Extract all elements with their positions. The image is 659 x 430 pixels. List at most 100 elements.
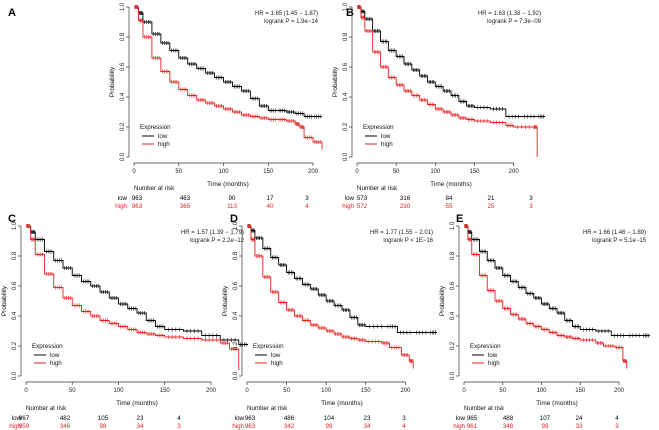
risk-table-title: Number at risk [247, 405, 288, 412]
panel-e: E 0 50 100 150 200 0.0 0.2 0.4 0.6 0.8 1.0 Time (mon… [439, 213, 650, 430]
risk-value: 3 [177, 423, 181, 430]
x-tick-label: 50 [499, 388, 506, 394]
risk-row-label-low: low [118, 195, 128, 202]
y-tick-label: 0.0 [12, 371, 18, 380]
risk-value: 482 [60, 415, 71, 422]
logrank-text: logrank P = 5.1e−15 [592, 238, 647, 244]
legend-label-low: low [488, 352, 498, 359]
risk-value: 98 [542, 423, 549, 430]
x-tick-label: 100 [536, 388, 547, 394]
risk-value: 230 [400, 203, 411, 210]
risk-value: 340 [503, 423, 514, 430]
y-tick-label: 1.0 [233, 221, 239, 230]
y-tick-label: 0.2 [343, 122, 349, 131]
panel-b: B 0 50 100 150 200 0.0 0.2 0.4 0.6 0.8 1.0 Time (mon… [332, 2, 545, 210]
risk-value: 104 [324, 415, 335, 422]
y-tick-label: 0.4 [12, 311, 18, 320]
x-tick-label: 0 [462, 388, 466, 394]
km-curve-high [134, 6, 323, 150]
risk-value: 4 [402, 423, 406, 430]
x-axis-label: Time (months) [430, 181, 472, 188]
y-tick-label: 0.0 [233, 371, 239, 380]
risk-value: 573 [357, 195, 368, 202]
legend-title: Expression [470, 343, 501, 350]
y-tick-label: 0.8 [233, 251, 239, 260]
y-axis-label: Probability [1, 285, 8, 316]
km-curve-low [247, 225, 437, 333]
logrank-text: logrank P = 7.3e−09 [487, 19, 542, 25]
legend-label-low: low [50, 352, 60, 359]
x-tick-label: 50 [393, 169, 400, 175]
hr-text: HR = 1.77 (1.55 − 2.01) [370, 230, 433, 236]
x-tick-label: 200 [400, 388, 411, 394]
risk-value: 34 [137, 423, 144, 430]
risk-row-label-low: low [235, 415, 245, 422]
risk-value: 25 [488, 203, 495, 210]
y-tick-label: 0.4 [233, 311, 239, 320]
x-tick-label: 200 [206, 388, 217, 394]
x-axis-label: Time (months) [536, 400, 578, 407]
risk-table-title: Number at risk [134, 185, 175, 192]
risk-value: 961 [467, 423, 478, 430]
risk-row-label-high: high [232, 423, 244, 430]
hr-text: HR = 1.63 (1.38 − 1.92) [478, 11, 541, 17]
x-tick-label: 200 [308, 169, 319, 175]
y-tick-label: 0.8 [12, 251, 18, 260]
x-tick-label: 100 [430, 169, 441, 175]
y-tick-label: 0.6 [120, 62, 126, 71]
risk-row-label-low: low [12, 415, 22, 422]
risk-value: 959 [19, 423, 30, 430]
logrank-text: logrank P = 1.9e−14 [264, 19, 319, 25]
y-tick-label: 0.2 [233, 341, 239, 350]
y-tick-label: 0.6 [12, 281, 18, 290]
risk-value: 3 [529, 203, 533, 210]
risk-row-label-low: low [456, 415, 466, 422]
risk-value: 3 [615, 423, 619, 430]
x-axis-label: Time (months) [207, 181, 249, 188]
y-tick-label: 0.4 [343, 92, 349, 101]
x-tick-label: 150 [263, 169, 274, 175]
x-tick-label: 150 [361, 388, 372, 394]
hr-text: HR = 1.65 (1.45 − 1.87) [255, 11, 318, 17]
y-tick-label: 0.8 [120, 32, 126, 41]
y-axis-label: Probability [222, 285, 229, 316]
risk-value: 3 [402, 415, 406, 422]
risk-value: 967 [19, 415, 30, 422]
x-tick-label: 100 [113, 388, 124, 394]
x-tick-label: 0 [245, 388, 249, 394]
y-axis-label: Probability [332, 66, 339, 97]
x-tick-label: 50 [175, 169, 182, 175]
y-tick-label: 0.0 [450, 371, 456, 380]
risk-value: 965 [467, 415, 478, 422]
risk-value: 107 [540, 415, 551, 422]
risk-table-title: Number at risk [464, 405, 505, 412]
risk-value: 33 [576, 423, 583, 430]
risk-value: 365 [180, 203, 191, 210]
panel-a: A 0 50 100 150 200 0.0 0.2 0.4 0.6 0.8 1.0 Time (mon… [8, 2, 323, 210]
legend-label-high: high [271, 360, 283, 367]
km-curve-low [357, 6, 545, 117]
y-tick-label: 0.6 [450, 281, 456, 290]
risk-row-label-high: high [9, 423, 21, 430]
risk-value: 98 [100, 423, 107, 430]
risk-value: 963 [132, 203, 143, 210]
y-tick-label: 0.0 [343, 152, 349, 161]
risk-value: 40 [267, 203, 274, 210]
legend-label-high: high [488, 360, 500, 367]
y-axis-label: Probability [439, 285, 446, 316]
y-tick-label: 1.0 [450, 221, 456, 230]
y-tick-label: 0.8 [343, 32, 349, 41]
legend-title: Expression [253, 343, 284, 350]
risk-value: 963 [132, 195, 143, 202]
panel-c: C 0 50 100 150 200 0.0 0.2 0.4 0.6 0.8 1.0 Time (mon… [1, 213, 248, 430]
risk-value: 34 [364, 423, 371, 430]
legend-label-low: low [381, 133, 391, 140]
risk-row-label-low: low [345, 195, 355, 202]
panel-d: D 0 50 100 150 200 0.0 0.2 0.4 0.6 0.8 1.0 Time (mon… [222, 213, 437, 430]
km-curve-high [26, 225, 240, 370]
risk-value: 113 [227, 203, 237, 210]
y-tick-label: 0.6 [233, 281, 239, 290]
x-tick-label: 150 [469, 169, 480, 175]
y-axis-label: Probability [109, 66, 116, 97]
